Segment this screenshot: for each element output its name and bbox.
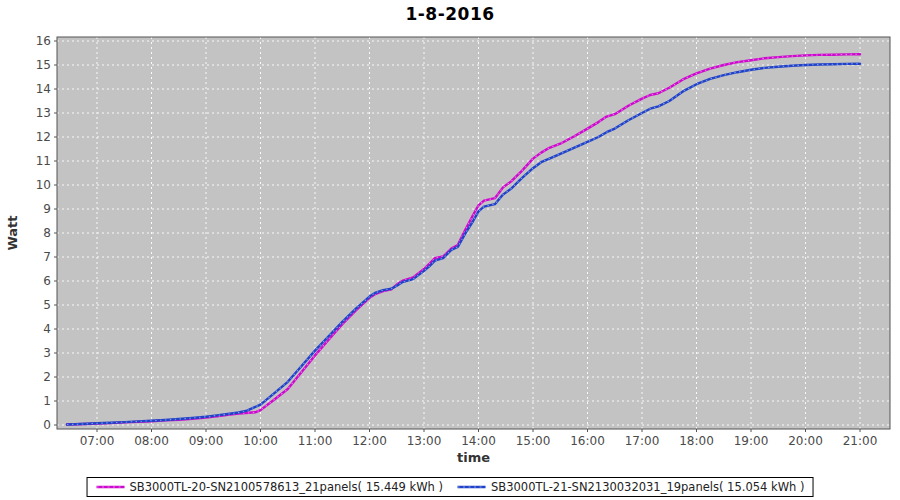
x-tick-label: 10:00 <box>243 434 278 448</box>
x-tick-label: 18:00 <box>679 434 714 448</box>
legend-item-series1: SB3000TL-20-SN2100578613_21panels( 15.44… <box>96 480 443 494</box>
x-tick-label: 09:00 <box>189 434 224 448</box>
plot-area: 07:00 08:00 09:00 10:00 11:00 12:00 13:00 14:00… <box>0 0 900 475</box>
y-tick-label: 14 <box>36 82 51 96</box>
y-tick-label: 8 <box>43 226 51 240</box>
y-tick-label: 10 <box>36 178 51 192</box>
x-tick-label: 08:00 <box>134 434 169 448</box>
y-tick-label: 16 <box>36 34 51 48</box>
legend-item-series2: SB3000TL-21-SN2130032031_19panels( 15.05… <box>457 480 804 494</box>
y-tick-label: 15 <box>36 58 51 72</box>
chart-window: 1-8-2016 07:0008:0009:0010:0011:0012:001… <box>0 0 900 500</box>
y-tick-label: 12 <box>36 130 51 144</box>
x-tick-label: 16:00 <box>570 434 605 448</box>
x-axis-label: time <box>457 450 490 465</box>
y-tick-label: 9 <box>43 202 51 216</box>
legend-label-series1: SB3000TL-20-SN2100578613_21panels( 15.44… <box>130 480 443 494</box>
y-tick-label: 4 <box>43 322 51 336</box>
series1-line-swatch <box>96 482 126 492</box>
y-tick-label: 6 <box>43 274 51 288</box>
y-tick-label: 1 <box>43 394 51 408</box>
x-tick-label: 14:00 <box>461 434 496 448</box>
y-axis-label: Watt <box>5 215 20 250</box>
y-tick-label: 0 <box>43 418 51 432</box>
x-tick-label: 13:00 <box>407 434 442 448</box>
legend-label-series2: SB3000TL-21-SN2130032031_19panels( 15.05… <box>491 480 804 494</box>
x-tick-label: 12:00 <box>352 434 387 448</box>
series2-line-swatch <box>457 482 487 492</box>
x-tick-label: 19:00 <box>734 434 769 448</box>
x-tick-label: 11:00 <box>298 434 333 448</box>
x-tick-label: 17:00 <box>625 434 660 448</box>
y-tick-label: 5 <box>43 298 51 312</box>
y-tick-label: 3 <box>43 346 51 360</box>
y-tick-label: 7 <box>43 250 51 264</box>
y-tick-label: 11 <box>36 154 51 168</box>
y-tick-label: 2 <box>43 370 51 384</box>
x-tick-label: 21:00 <box>843 434 878 448</box>
x-tick-label: 20:00 <box>788 434 823 448</box>
x-tick-label: 07:00 <box>80 434 115 448</box>
x-tick-label: 15:00 <box>516 434 551 448</box>
y-tick-label: 13 <box>36 106 51 120</box>
legend: SB3000TL-20-SN2100578613_21panels( 15.44… <box>87 477 814 497</box>
